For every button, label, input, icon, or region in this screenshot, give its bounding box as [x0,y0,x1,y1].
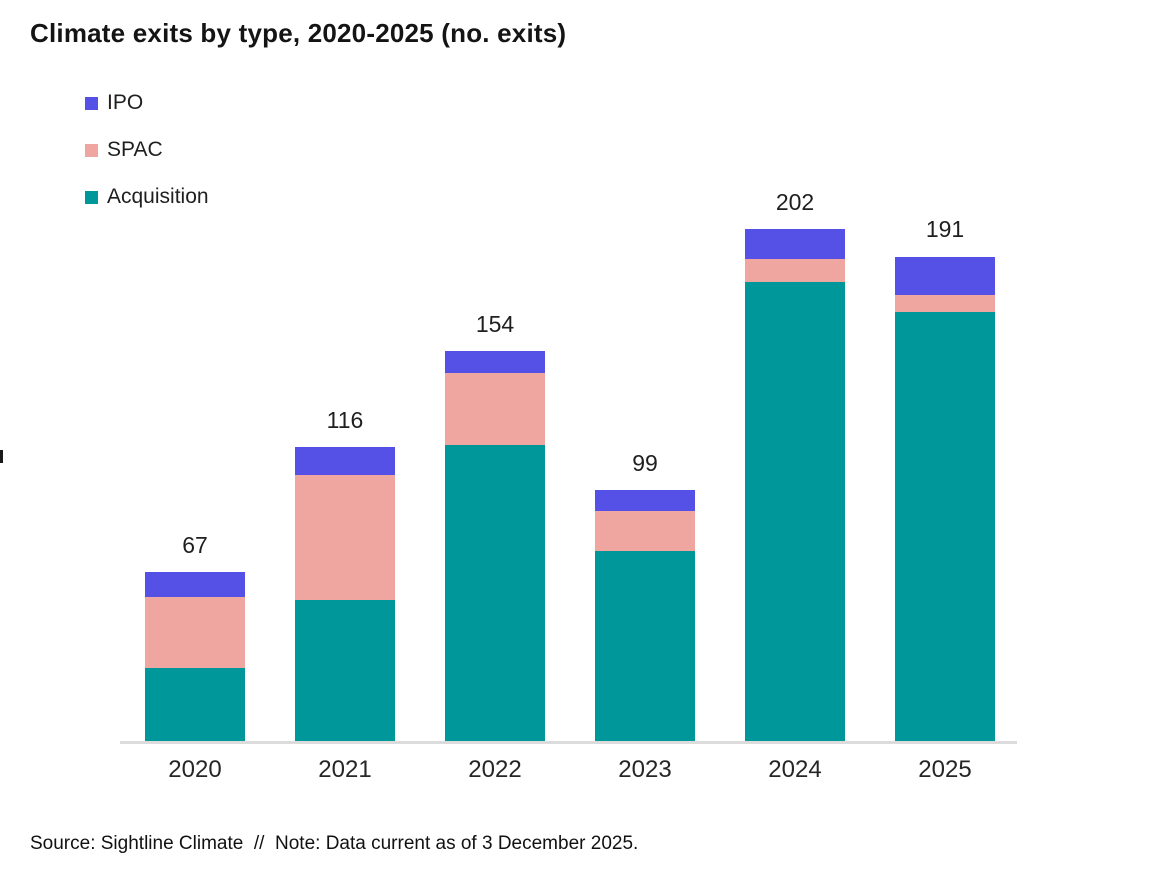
x-axis-label-2025: 2025 [918,756,972,783]
bar-segment-ipo-2025 [895,256,995,295]
chart-title: Climate exits by type, 2020-2025 (no. ex… [30,18,567,48]
legend: IPO SPAC Acquisition [85,91,209,208]
bar-segment-ipo-2024 [745,228,845,260]
bar-total-label-2024: 202 [775,188,815,215]
stacked-bar-2025: 191 [895,216,995,742]
stacked-bar-2021: 116 [295,407,395,742]
x-axis-label-2022: 2022 [468,756,522,783]
source-note: Source: Sightline Climate // Note: Data … [30,833,639,854]
stacked-bar-2020: 67 [145,532,245,742]
bar-segment-acquisition-2022 [445,444,545,742]
bar-segment-ipo-2022 [445,350,545,374]
legend-label: Acquisition [107,185,209,208]
bar-segment-acquisition-2025 [895,312,995,742]
bar-segment-spac-2025 [895,294,995,313]
legend-label: IPO [107,91,144,114]
bar-total-label-2025: 191 [925,216,965,243]
stacked-bar-2022: 154 [445,311,545,742]
bar-total-label-2020: 67 [182,531,208,558]
bar-segment-spac-2022 [445,373,545,445]
x-axis-label-2020: 2020 [168,756,222,783]
stacked-bar-plot-area: 67 116 154 99 202 191 [0,169,1154,742]
stacked-bar-2023: 99 [595,450,695,742]
legend-label: SPAC [107,138,163,161]
bar-total-label-2023: 99 [632,450,658,477]
bar-segment-ipo-2020 [145,571,245,598]
bar-segment-ipo-2023 [595,490,695,511]
legend-swatch-spac [85,143,98,157]
bar-segment-acquisition-2024 [745,281,845,742]
bar-segment-spac-2020 [145,597,245,669]
bar-segment-ipo-2021 [295,447,395,476]
bar-total-label-2021: 116 [326,407,364,434]
x-axis-label-2023: 2023 [618,756,672,783]
x-axis-label-2024: 2024 [768,756,822,783]
stacked-bar-2024: 202 [745,189,845,742]
bar-segment-acquisition-2020 [145,668,245,742]
bar-segment-acquisition-2023 [595,551,695,742]
legend-swatch-ipo [85,96,98,110]
bar-segment-spac-2023 [595,510,695,552]
bar-total-label-2022: 154 [475,310,515,337]
bar-segment-acquisition-2021 [295,599,395,742]
legend-item-ipo: IPO [85,91,209,114]
bar-segment-spac-2024 [745,259,845,282]
clipped-edge-mark [0,450,3,463]
x-axis-labels: 2020 2021 2022 2023 2024 2025 [0,756,1154,790]
legend-item-acquisition: Acquisition [85,185,209,208]
legend-item-spac: SPAC [85,138,209,161]
x-axis-label-2021: 2021 [318,756,372,783]
legend-swatch-acquisition [85,190,98,204]
x-axis-line [120,741,1017,744]
bar-segment-spac-2021 [295,475,395,600]
